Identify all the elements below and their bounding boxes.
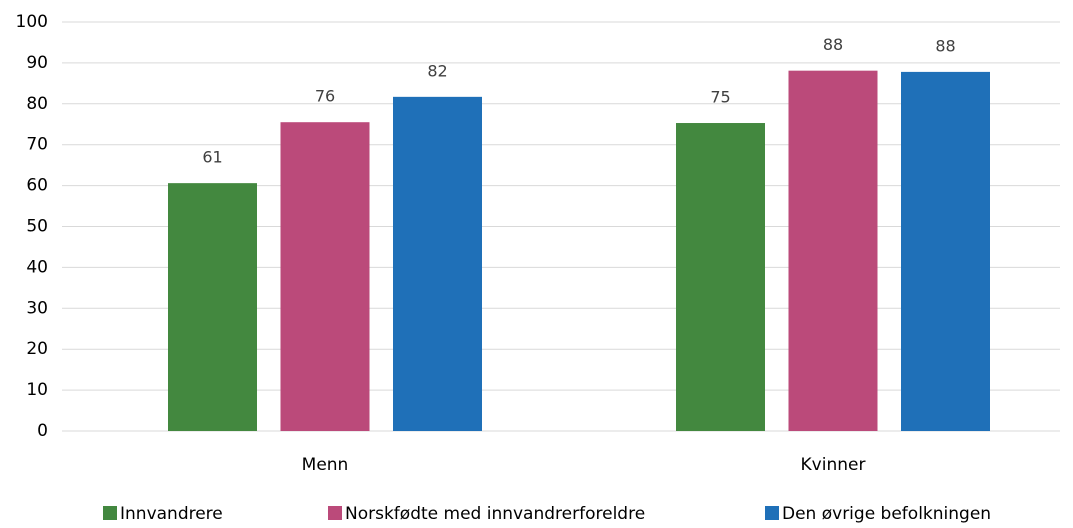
data-label: 88 <box>823 35 843 54</box>
y-tick-label: 10 <box>26 380 48 400</box>
y-tick-label: 60 <box>26 176 48 196</box>
y-tick-label: 90 <box>26 53 48 73</box>
bar <box>676 123 765 431</box>
bar <box>788 70 878 432</box>
legend-swatch <box>765 506 779 520</box>
legend-label: Innvandrere <box>120 504 223 524</box>
legend-label: Norskfødte med innvandrerforeldre <box>345 504 645 524</box>
legend-swatch <box>328 506 342 520</box>
y-tick-label: 50 <box>26 217 48 237</box>
data-label: 82 <box>427 61 447 80</box>
x-tick-label: Menn <box>302 455 349 475</box>
bar <box>393 96 482 432</box>
data-label: 75 <box>710 88 730 107</box>
bar <box>168 183 257 431</box>
legend-label: Den øvrige befolkningen <box>782 504 991 524</box>
y-tick-label: 30 <box>26 298 48 318</box>
y-tick-label: 70 <box>26 135 48 155</box>
y-tick-label: 40 <box>26 257 48 277</box>
bar <box>280 122 370 431</box>
x-tick-label: Kvinner <box>801 455 866 475</box>
y-tick-label: 20 <box>26 339 48 359</box>
legend-swatch <box>103 506 117 520</box>
y-tick-label: 100 <box>16 12 48 32</box>
data-label: 61 <box>202 148 222 167</box>
y-tick-label: 80 <box>26 94 48 114</box>
data-label: 76 <box>315 87 335 106</box>
bar <box>901 71 990 431</box>
data-label: 88 <box>935 36 955 55</box>
y-tick-label: 0 <box>37 421 48 441</box>
